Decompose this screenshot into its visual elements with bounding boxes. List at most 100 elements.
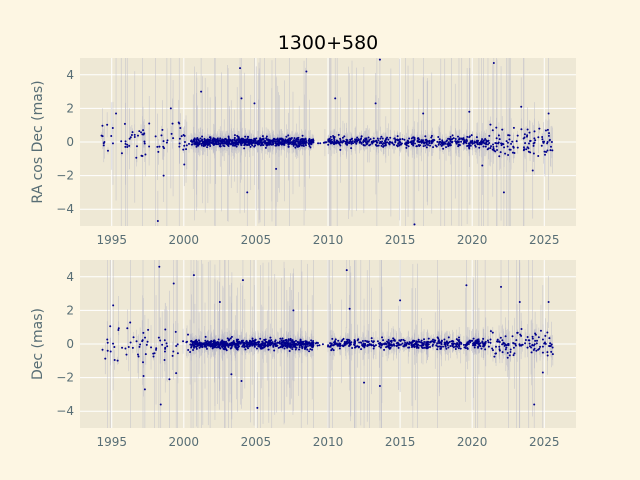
ra-point [389,136,392,139]
dec-point [251,337,254,340]
ra-point [534,139,537,142]
ra-point [349,138,352,141]
ra-point [478,146,481,149]
ra-point [460,140,463,143]
ra-point [293,137,296,140]
ra-point [417,137,420,140]
ra-point [332,134,335,137]
dec-point [258,341,261,344]
ra-point [533,141,536,144]
ra-point [335,141,338,144]
ra-point [200,144,203,147]
dec-point [205,343,208,346]
ra-point [506,145,509,148]
dec-point [201,345,204,348]
ra-point [199,137,202,140]
dec-point [382,339,385,342]
dec-point [306,345,309,348]
dec-point [198,346,201,349]
ra-point [430,140,433,143]
ra-point [240,144,243,147]
ra-point [506,141,509,144]
ra-point [212,140,215,143]
ra-point [551,149,554,152]
ra-point [170,132,173,135]
dec-point [227,339,230,342]
ra-point [242,140,245,143]
dec-point [213,340,216,343]
ra-point [275,167,278,170]
ra-point [492,145,495,148]
ra-point [413,223,416,226]
dec-point [445,347,448,350]
ra-point [230,143,233,146]
ra-point [307,139,310,142]
ra-point [143,142,146,145]
ra-point [156,219,159,222]
ra-point [264,140,267,143]
ra-point [162,145,165,148]
ra-point [143,140,146,143]
dec-point [250,340,253,343]
ra-point [126,145,129,148]
dec-point [300,343,303,346]
ra-point [527,142,530,145]
ra-point [185,148,188,151]
ra-point [296,140,299,143]
dec-point [217,338,220,341]
ra-point [249,142,252,145]
ra-point [275,143,278,146]
ra-point [194,141,197,144]
ra-point [355,142,358,145]
ra-point [381,143,384,146]
dec-point [273,349,276,352]
ra-point [439,143,442,146]
ra-point [489,147,492,150]
ra-point [227,139,230,142]
ra-point [462,137,465,140]
dec-point [176,352,179,355]
ra-point [206,146,209,149]
ra-point [396,138,399,141]
ra-point [508,138,511,141]
dec-point [176,343,179,346]
dec-point [338,347,341,350]
dec-point [224,345,227,348]
ra-point [499,151,502,154]
ra-point [425,146,428,149]
ra-point [211,142,214,145]
ra-point [177,121,180,124]
dec-point [277,346,280,349]
dec-point [289,338,292,341]
ra-point [106,149,109,152]
dec-point [310,339,313,342]
ra-point [421,140,424,143]
ra-point [120,140,123,143]
ra-point [442,143,445,146]
ra-y-tick-label: 4 [66,68,74,82]
ra-point [171,122,174,125]
dec-point [104,357,107,360]
ra-point [428,140,431,143]
dec-point [144,353,147,356]
dec-point [113,358,116,361]
dec-point [245,340,248,343]
ra-point [451,140,454,143]
dec-point [212,342,215,345]
ra-point [502,191,505,194]
dec-point [117,328,120,331]
ra-point [243,147,246,150]
ra-point [339,148,342,151]
ra-point [345,142,348,145]
ra-y-tick-label: −4 [56,202,74,216]
ra-point [185,144,188,147]
ra-point [542,141,545,144]
ra-point [403,138,406,141]
dec-point [283,344,286,347]
ra-point [111,127,114,130]
dec-point [311,348,314,351]
ra-point [374,102,377,105]
ra-point [447,142,450,145]
ra-point [469,140,472,143]
ra-point [489,123,492,126]
